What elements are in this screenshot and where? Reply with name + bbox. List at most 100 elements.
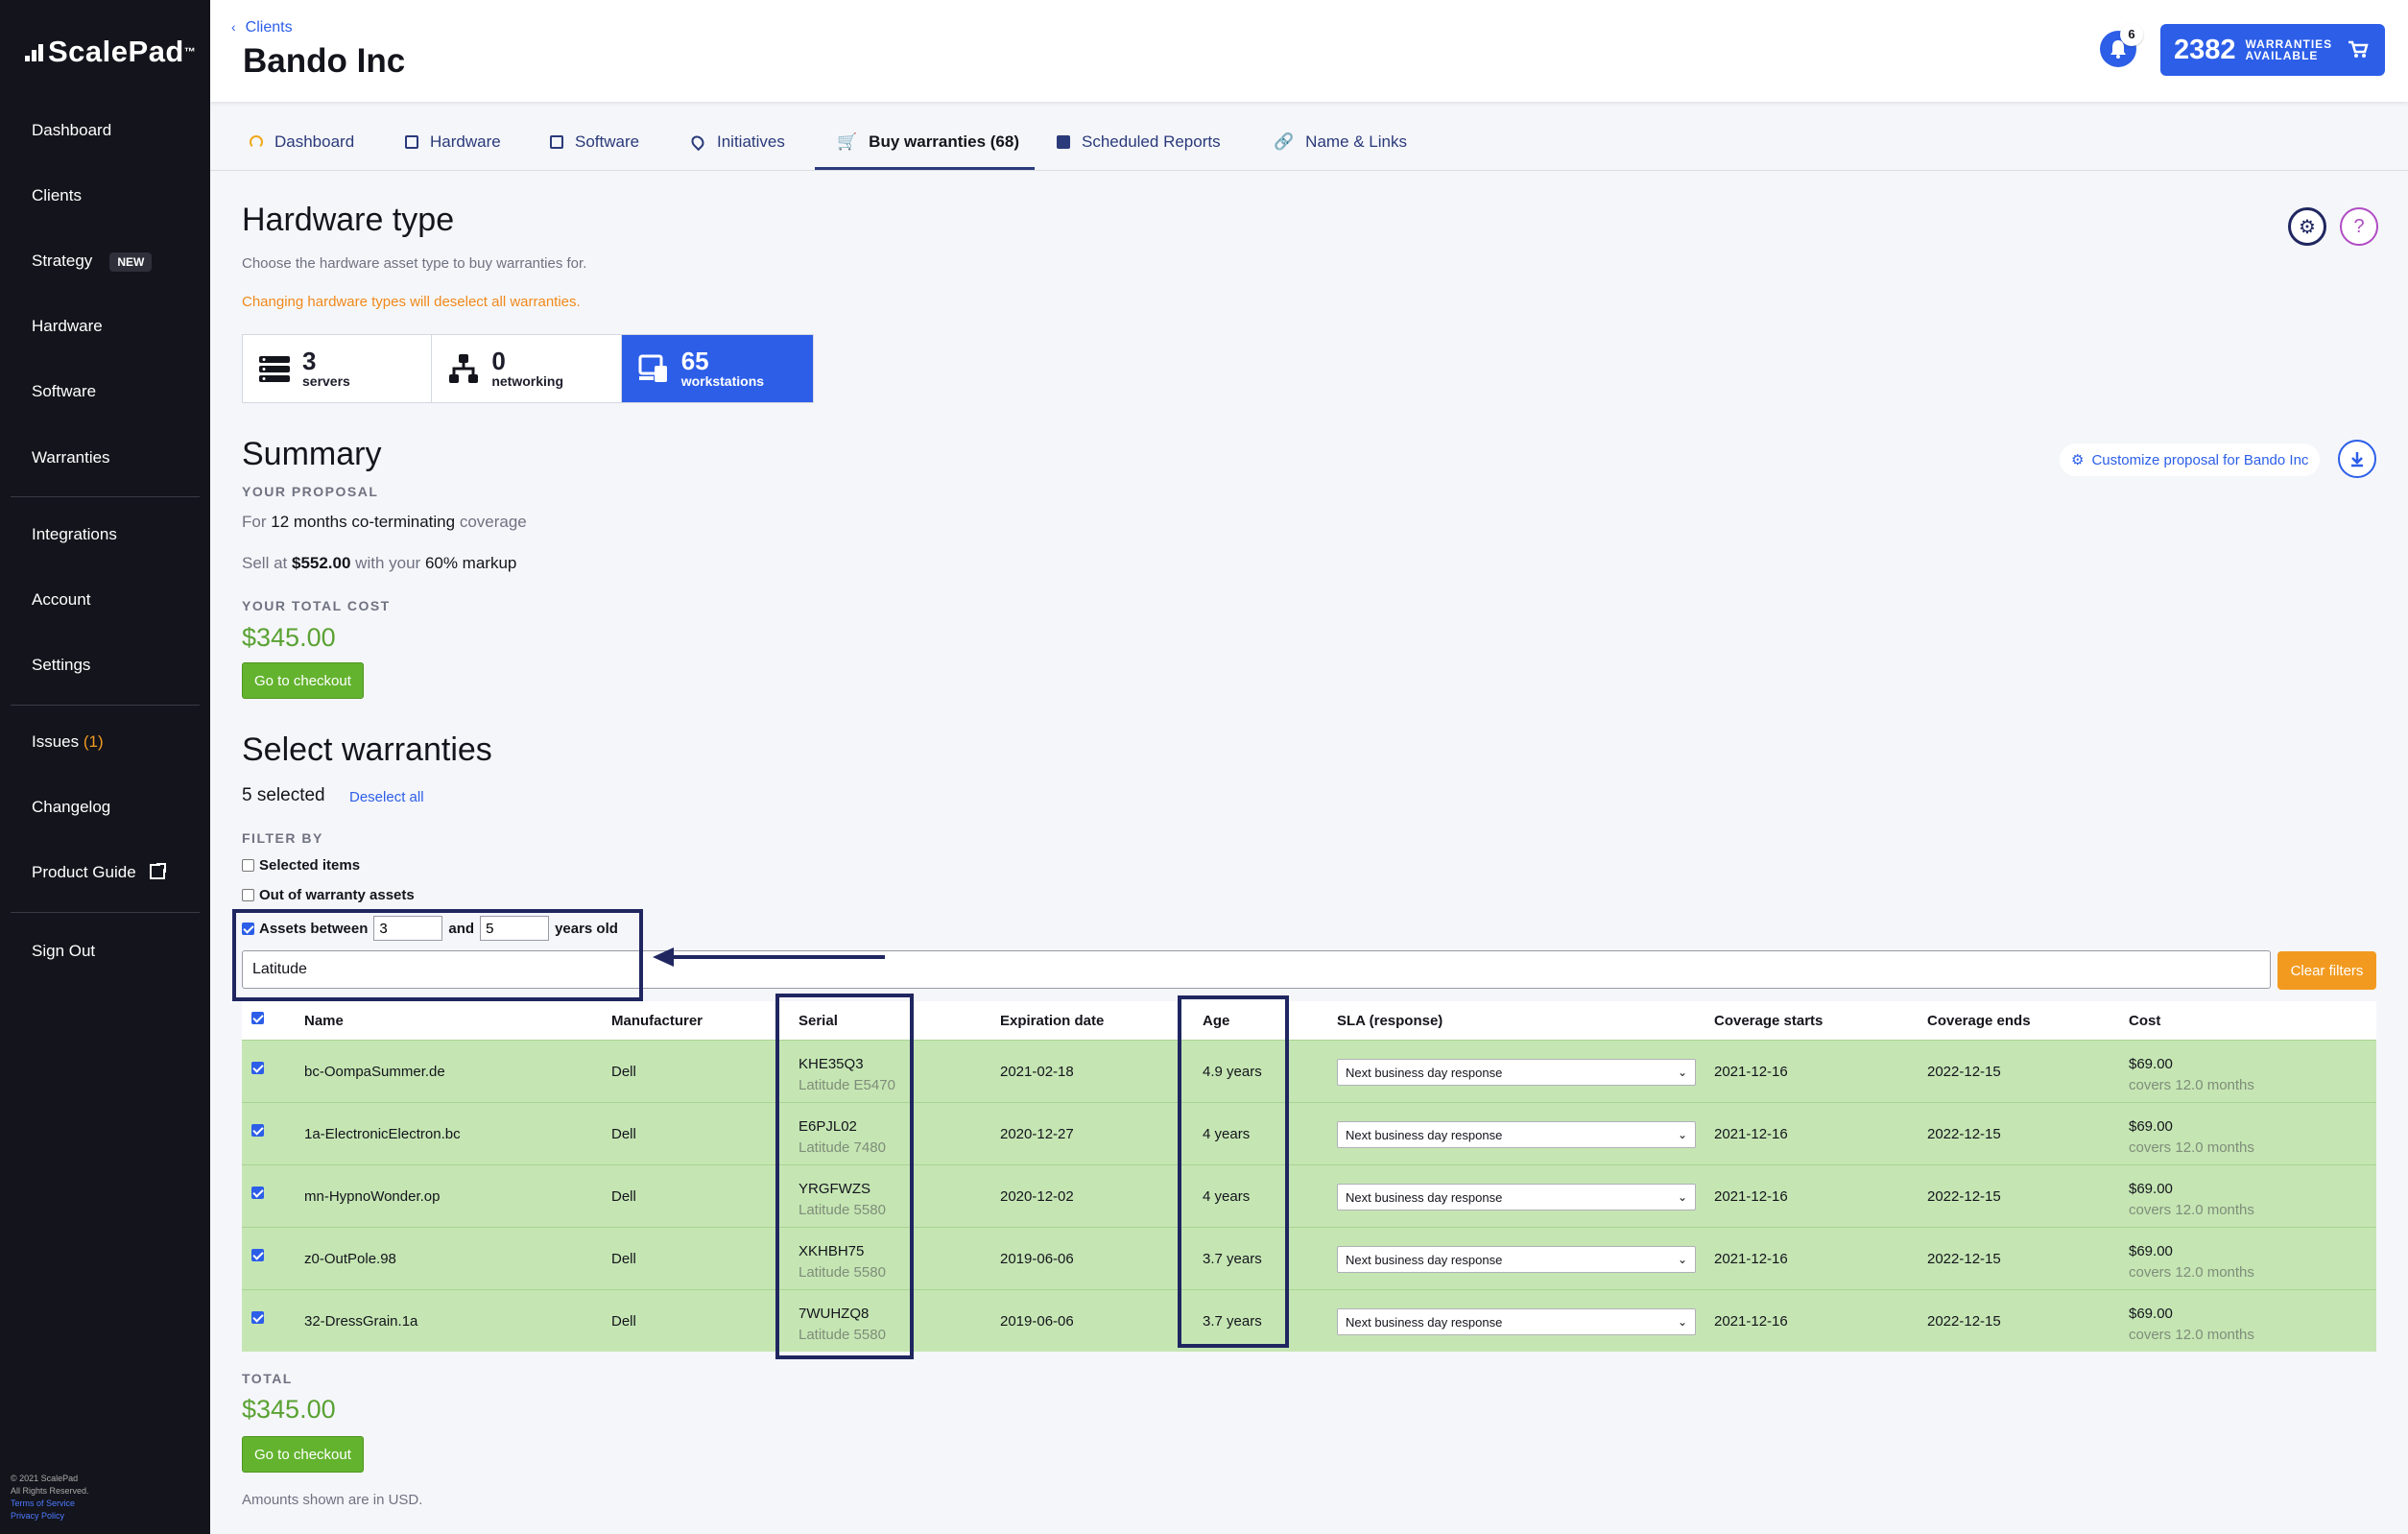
sidebar-item-product-guide[interactable]: Product Guide <box>32 862 167 882</box>
row-checkbox[interactable] <box>251 1311 264 1324</box>
tab-scheduled-reports[interactable]: Scheduled Reports <box>1057 132 1221 152</box>
filter-selected-items[interactable]: Selected items <box>242 857 360 874</box>
help-button[interactable]: ? <box>2340 207 2378 246</box>
sidebar-item-sign-out[interactable]: Sign Out <box>32 942 95 961</box>
expiration-date: 2019-06-06 <box>1000 1251 1074 1267</box>
total-amount: $345.00 <box>242 1395 336 1424</box>
for-text: For <box>242 513 267 531</box>
active-tab-indicator <box>815 167 1035 170</box>
tab-buy-warranties[interactable]: 🛒 Buy warranties (68) <box>837 132 1019 152</box>
gear-icon: ⚙ <box>2071 452 2085 468</box>
download-button[interactable] <box>2338 440 2376 478</box>
cost-cell: $69.00 covers 12.0 months <box>2129 1179 2254 1221</box>
checkout-button-bottom[interactable]: Go to checkout <box>242 1436 364 1473</box>
select-all-checkbox[interactable] <box>251 1012 264 1024</box>
cost-cell: $69.00 covers 12.0 months <box>2129 1054 2254 1096</box>
model: Latitude 5580 <box>799 1264 886 1281</box>
sidebar-item-software[interactable]: Software <box>32 382 96 401</box>
row-checkbox[interactable] <box>251 1186 264 1199</box>
table-row[interactable]: mn-HypnoWonder.op Dell YRGFWZS Latitude 5… <box>242 1164 2376 1227</box>
total-label: TOTAL <box>242 1371 293 1386</box>
hardware-card-networking[interactable]: 0 networking <box>432 335 622 402</box>
serial: E6PJL02 <box>799 1118 857 1135</box>
proposal-coverage: For 12 months co-terminating coverage <box>242 513 527 532</box>
settings-button[interactable]: ⚙ <box>2288 207 2326 246</box>
warranties-available-button[interactable]: 2382 WARRANTIES AVAILABLE <box>2160 24 2385 76</box>
asset-name: z0-OutPole.98 <box>304 1251 396 1267</box>
sidebar-item-label: Clients <box>32 186 82 204</box>
covers-months: covers 12.0 months <box>2129 1264 2254 1281</box>
column-header-name[interactable]: Name <box>304 1013 344 1029</box>
row-checkbox[interactable] <box>251 1249 264 1261</box>
row-checkbox[interactable] <box>251 1062 264 1074</box>
sidebar-item-strategy[interactable]: Strategy NEW <box>32 252 153 272</box>
cost-cell: $69.00 covers 12.0 months <box>2129 1116 2254 1159</box>
sla-select[interactable]: Next business day response ⌄ <box>1337 1184 1696 1210</box>
filter-label: Assets between <box>259 920 369 937</box>
sidebar-item-issues[interactable]: Issues (1) <box>32 732 104 752</box>
clear-filters-button[interactable]: Clear filters <box>2277 951 2376 990</box>
document-icon <box>1057 135 1070 149</box>
sla-select[interactable]: Next business day response ⌄ <box>1337 1121 1696 1148</box>
scalepad-logo[interactable]: ScalePad ™ <box>25 35 196 69</box>
column-header-age[interactable]: Age <box>1203 1013 1230 1029</box>
sidebar-item-dashboard[interactable]: Dashboard <box>32 121 111 140</box>
table-row[interactable]: bc-OompaSummer.de Dell KHE35Q3 Latitude E… <box>242 1040 2376 1102</box>
sidebar-item-account[interactable]: Account <box>32 590 90 610</box>
column-header-coverage-ends[interactable]: Coverage ends <box>1927 1013 2031 1029</box>
tab-bar: Dashboard Hardware Software Initiatives … <box>210 102 2408 171</box>
column-header-sla[interactable]: SLA (response) <box>1337 1013 1443 1029</box>
deselect-all-link[interactable]: Deselect all <box>349 789 424 805</box>
coterm-value: co-terminating <box>351 513 456 531</box>
column-header-manufacturer[interactable]: Manufacturer <box>611 1013 703 1029</box>
hardware-card-servers[interactable]: 3 servers <box>243 335 433 402</box>
sidebar-item-changelog[interactable]: Changelog <box>32 798 110 817</box>
column-header-expiration[interactable]: Expiration date <box>1000 1013 1105 1029</box>
tab-initiatives[interactable]: Initiatives <box>688 132 785 152</box>
privacy-link[interactable]: Privacy Policy <box>11 1511 65 1521</box>
max-age-input[interactable] <box>480 916 550 941</box>
cost: $69.00 <box>2129 1118 2173 1135</box>
sla-select[interactable]: Next business day response ⌄ <box>1337 1246 1696 1273</box>
customize-proposal-button[interactable]: ⚙ Customize proposal for Bando Inc <box>2060 443 2321 476</box>
coverage-start: 2021-12-16 <box>1714 1064 1788 1080</box>
serial-cell: 7WUHZQ8 Latitude 5580 <box>799 1304 886 1346</box>
sla-select[interactable]: Next business day response ⌄ <box>1337 1308 1696 1335</box>
manufacturer: Dell <box>611 1126 636 1142</box>
table-row[interactable]: z0-OutPole.98 Dell XKHBH75 Latitude 5580 … <box>242 1227 2376 1289</box>
breadcrumb[interactable]: ‹ Clients <box>231 19 293 36</box>
sidebar-item-warranties[interactable]: Warranties <box>32 448 110 467</box>
sidebar-item-integrations[interactable]: Integrations <box>32 525 117 544</box>
search-input[interactable] <box>242 950 2271 989</box>
min-age-input[interactable] <box>373 916 443 941</box>
asset-name: 1a-ElectronicElectron.bc <box>304 1126 461 1142</box>
checkbox[interactable] <box>242 922 254 935</box>
sidebar-item-clients[interactable]: Clients <box>32 186 82 205</box>
sidebar-item-settings[interactable]: Settings <box>32 656 90 675</box>
filter-out-of-warranty[interactable]: Out of warranty assets <box>242 887 415 903</box>
terms-link[interactable]: Terms of Service <box>11 1498 76 1508</box>
sidebar-item-label: Sign Out <box>32 942 96 960</box>
sla-select[interactable]: Next business day response ⌄ <box>1337 1059 1696 1086</box>
row-checkbox[interactable] <box>251 1124 264 1137</box>
table-row[interactable]: 32-DressGrain.1a Dell 7WUHZQ8 Latitude 55… <box>242 1289 2376 1352</box>
hardware-card-workstations[interactable]: 65 workstations <box>621 335 814 402</box>
filter-label: Selected items <box>259 857 361 874</box>
column-header-cost[interactable]: Cost <box>2129 1013 2161 1029</box>
checkbox[interactable] <box>242 889 254 901</box>
selected-count: 5 selected <box>242 785 325 805</box>
model: Latitude E5470 <box>799 1077 895 1093</box>
checkbox[interactable] <box>242 859 254 872</box>
tab-hardware[interactable]: Hardware <box>405 132 501 152</box>
checkout-button[interactable]: Go to checkout <box>242 662 364 699</box>
logo-tm: ™ <box>183 45 197 59</box>
sidebar-item-hardware[interactable]: Hardware <box>32 317 103 336</box>
sidebar-item-label: Dashboard <box>32 121 112 139</box>
table-row[interactable]: 1a-ElectronicElectron.bc Dell E6PJL02 Lat… <box>242 1102 2376 1164</box>
tab-dashboard[interactable]: Dashboard <box>250 132 354 152</box>
column-header-coverage-starts[interactable]: Coverage starts <box>1714 1013 1824 1029</box>
tab-name-links[interactable]: 🔗 Name & Links <box>1274 132 1407 152</box>
column-header-serial[interactable]: Serial <box>799 1013 838 1029</box>
manufacturer: Dell <box>611 1064 636 1080</box>
tab-software[interactable]: Software <box>550 132 639 152</box>
